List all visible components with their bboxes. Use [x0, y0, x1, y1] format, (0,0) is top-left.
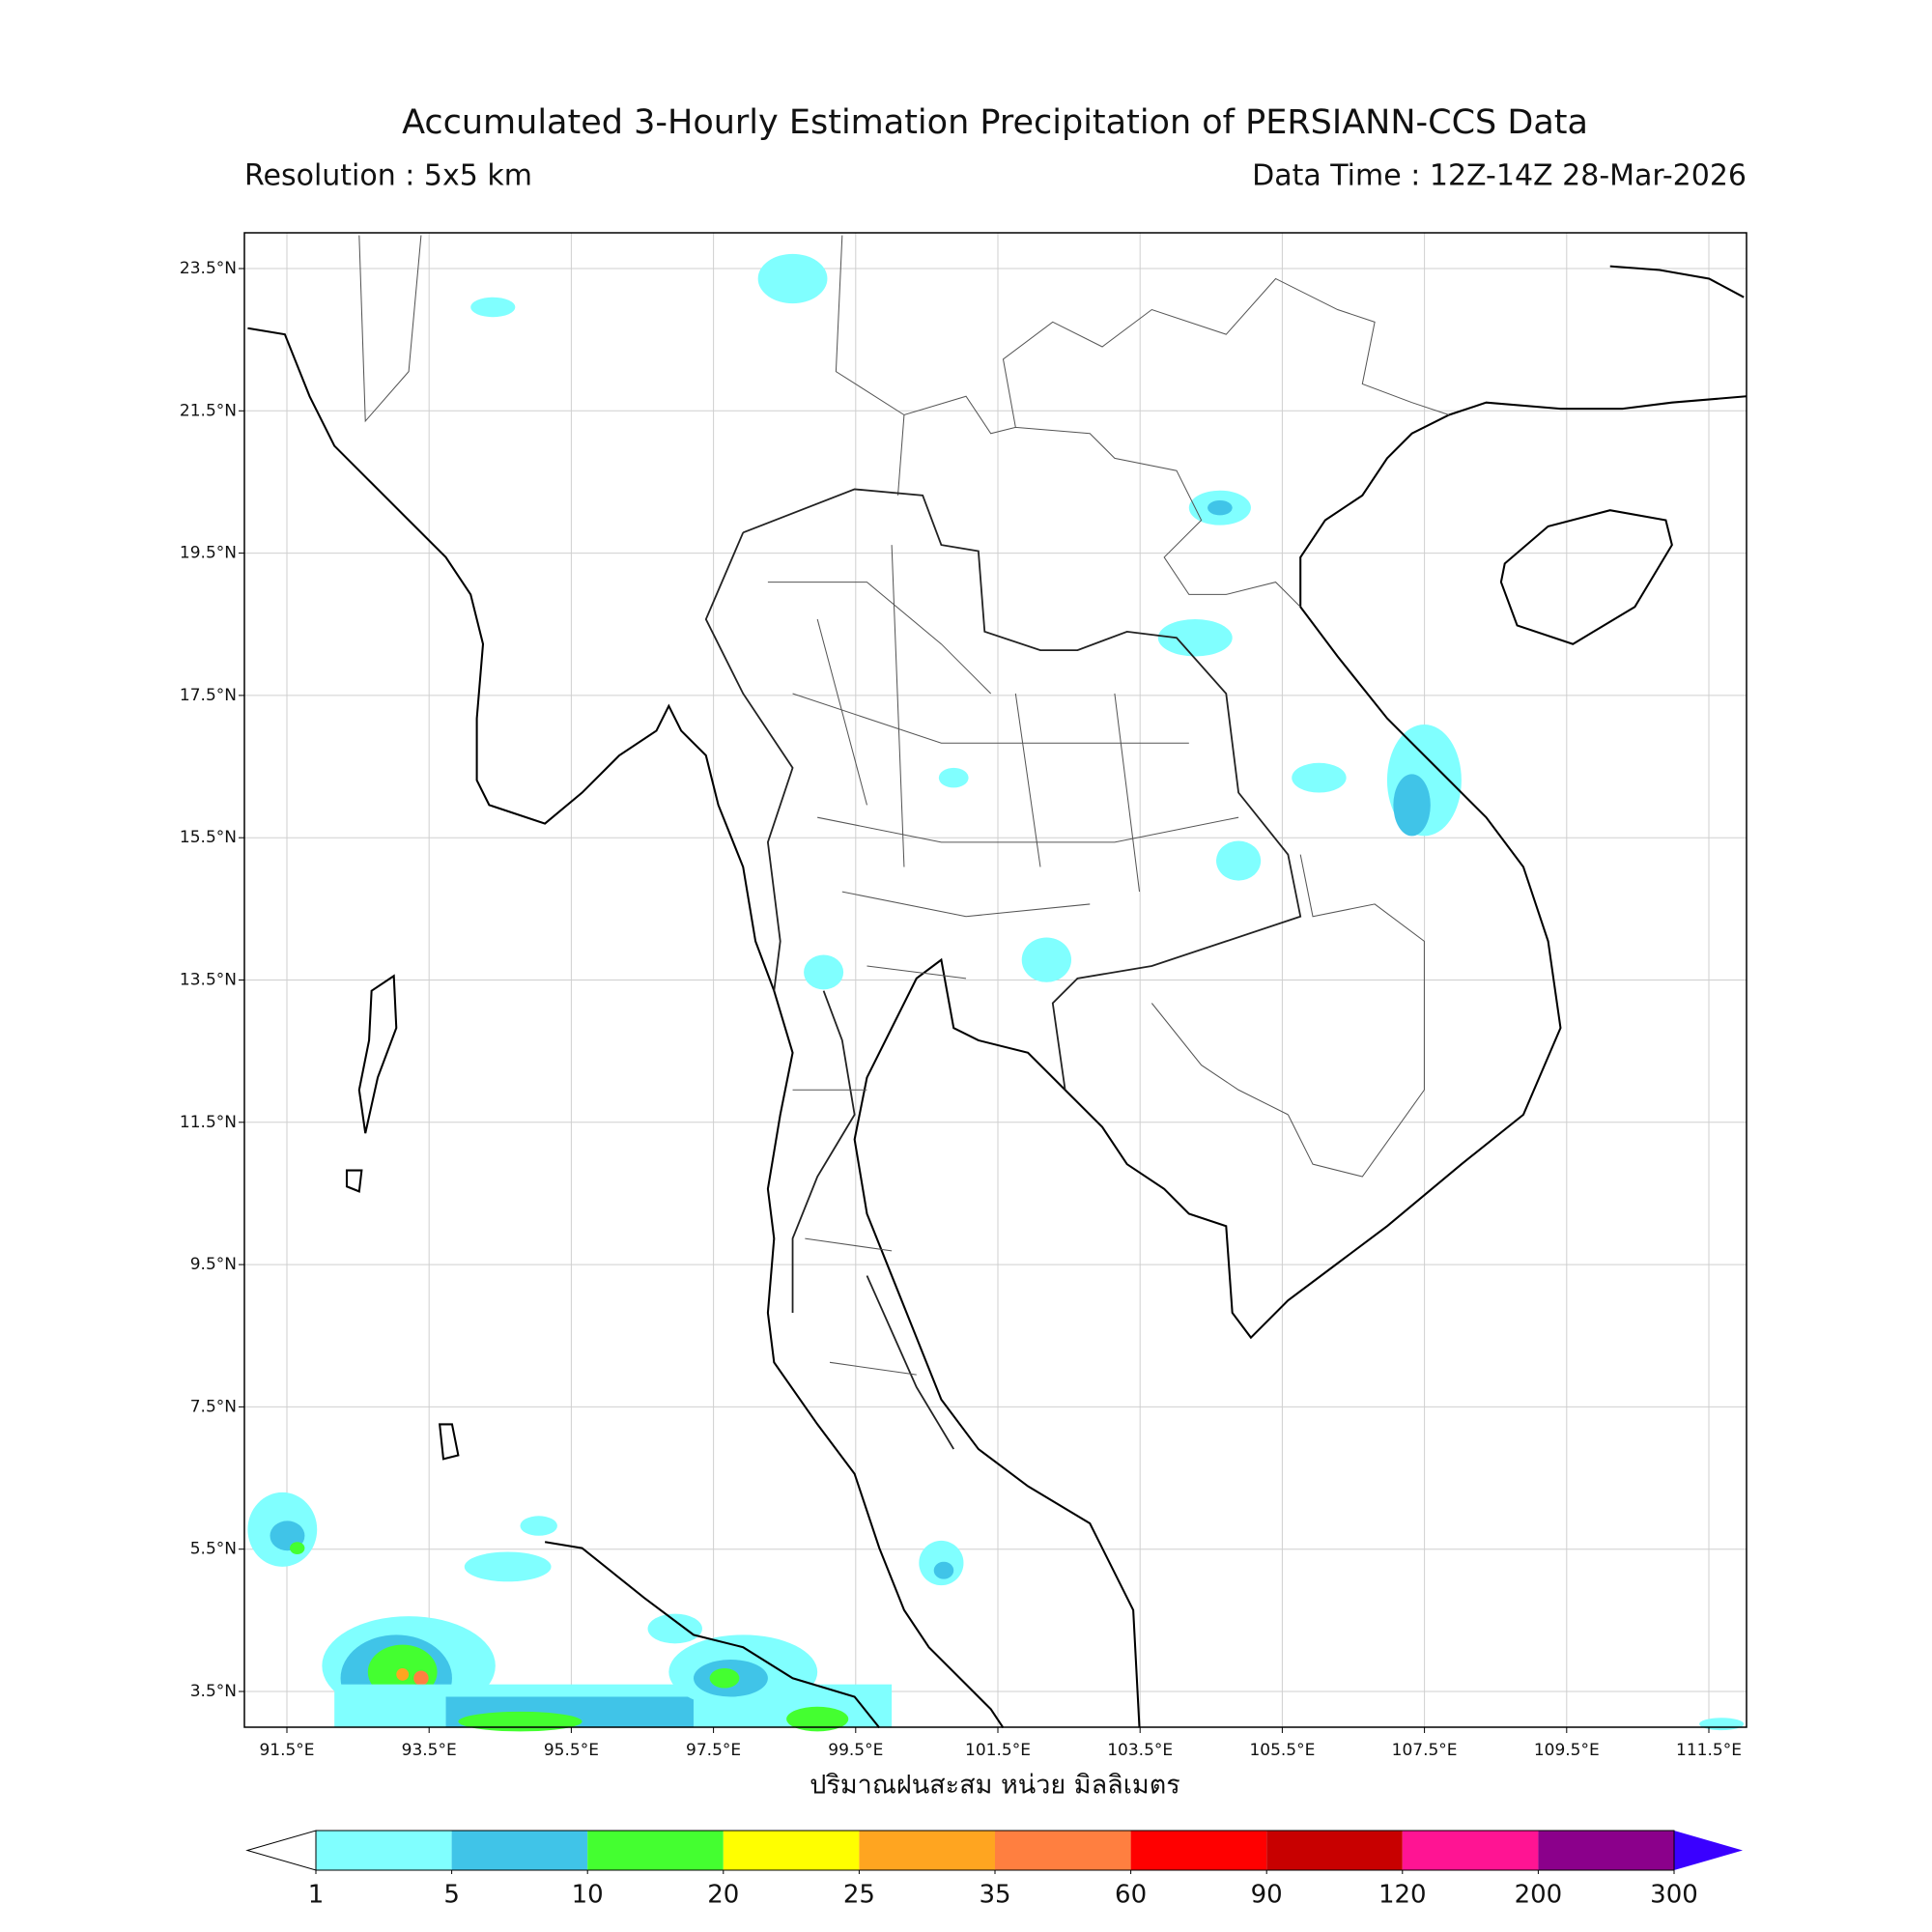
colorbar-tick-label: 20	[707, 1881, 739, 1910]
basemap	[247, 235, 1747, 1732]
lat-tick-label: 7.5°N	[190, 1397, 237, 1416]
lon-tick-label: 111.5°E	[1676, 1741, 1742, 1760]
colorbar-segment	[451, 1831, 588, 1870]
lat-tick-label: 5.5°N	[190, 1540, 237, 1559]
title: Accumulated 3-Hourly Estimation Precipit…	[402, 103, 1588, 142]
colorbar-segment	[1266, 1831, 1403, 1870]
colorbar-tick-label: 200	[1515, 1881, 1563, 1910]
lat-tick-label: 17.5°N	[180, 686, 237, 705]
lon-tick-label: 97.5°E	[686, 1741, 741, 1760]
grid	[244, 233, 1747, 1727]
colorbar-over	[1674, 1831, 1743, 1870]
lon-tick-label: 95.5°E	[544, 1741, 599, 1760]
colorbar-segment	[723, 1831, 860, 1870]
lon-tick-label: 91.5°E	[259, 1741, 314, 1760]
resolution: Resolution : 5x5 km	[244, 159, 532, 193]
lat-tick-label: 9.5°N	[190, 1255, 237, 1274]
lon-tick-label: 101.5°E	[965, 1741, 1031, 1760]
lat-tick-label: 13.5°N	[180, 971, 237, 990]
lat-tick-label: 3.5°N	[190, 1682, 237, 1701]
colorbar-label: ปริมาณฝนสะสม หน่วย มิลลิเมตร	[810, 1771, 1180, 1801]
province-borders	[767, 545, 1239, 1376]
colorbar-tick-label: 5	[443, 1881, 460, 1910]
lat-tick-label: 21.5°N	[180, 401, 237, 420]
lat-tick-label: 23.5°N	[180, 259, 237, 278]
colorbar-segment	[859, 1831, 995, 1870]
lon-tick-label: 93.5°E	[402, 1741, 457, 1760]
coastline	[1609, 265, 1745, 298]
lon-tick-label: 103.5°E	[1107, 1741, 1173, 1760]
colorbar-tick-label: 10	[572, 1881, 604, 1910]
colorbar-tick-label: 90	[1251, 1881, 1283, 1910]
colorbar: 1 5 10 20 25 35 60 90 120 200 300	[245, 1830, 1743, 1910]
country-borders	[358, 235, 1450, 1178]
coastline	[544, 1541, 881, 1729]
lon-tick-label: 99.5°E	[828, 1741, 883, 1760]
rain	[247, 253, 1745, 1732]
colorbar-tick-label: 60	[1115, 1881, 1147, 1910]
data-time: Data Time : 12Z-14Z 28-Mar-2026	[1252, 159, 1747, 193]
colorbar-tick-label: 35	[979, 1881, 1010, 1910]
lon-tick-label: 105.5°E	[1249, 1741, 1315, 1760]
lat-tick-label: 19.5°N	[180, 544, 237, 563]
coastline	[247, 327, 1005, 1729]
lat-tick-label: 15.5°N	[180, 828, 237, 847]
islands	[345, 974, 460, 1461]
hainan	[1499, 509, 1673, 645]
lat-tick-label: 11.5°N	[180, 1113, 237, 1132]
colorbar-segment	[587, 1831, 724, 1870]
lon-tick-label: 109.5°E	[1534, 1741, 1600, 1760]
colorbar-segment	[1402, 1831, 1539, 1870]
colorbar-segment	[995, 1831, 1131, 1870]
colorbar-segment	[1130, 1831, 1267, 1870]
colorbar-tick-label: 25	[843, 1881, 875, 1910]
colorbar-tick-label: 1	[308, 1881, 325, 1910]
colorbar-tick-label: 120	[1378, 1881, 1427, 1910]
coastline	[853, 395, 1747, 1728]
lon-tick-label: 107.5°E	[1392, 1741, 1458, 1760]
thailand-border	[704, 488, 1302, 1450]
colorbar-segment	[316, 1831, 452, 1870]
colorbar-tick-label: 300	[1650, 1881, 1698, 1910]
colorbar-under	[245, 1830, 317, 1871]
colorbar-segment	[1538, 1831, 1674, 1870]
